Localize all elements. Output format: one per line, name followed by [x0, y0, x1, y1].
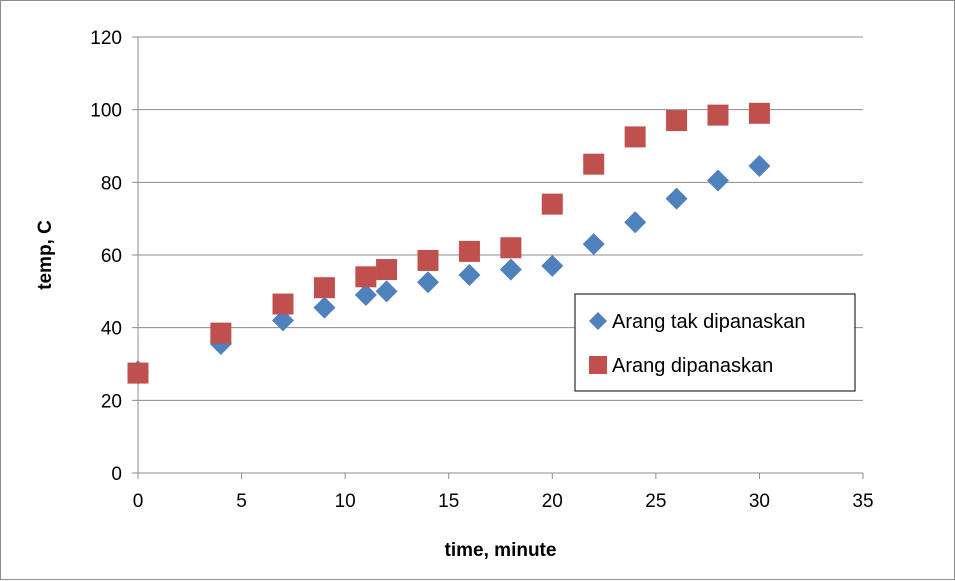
- legend-box: [574, 293, 856, 392]
- x-tick-label: 35: [852, 491, 873, 512]
- legend-label: Arang dipanaskan: [612, 355, 773, 377]
- x-tick-label: 5: [236, 491, 247, 512]
- data-point: [417, 249, 439, 271]
- y-tick-label: 40: [101, 319, 122, 340]
- y-tick-label: 120: [90, 28, 122, 49]
- data-point: [354, 283, 377, 306]
- x-tick-label: 30: [749, 491, 770, 512]
- x-tick-label: 0: [133, 491, 144, 512]
- data-point: [748, 102, 770, 124]
- data-point: [272, 309, 294, 332]
- x-tick-label: 20: [542, 491, 563, 512]
- data-point: [665, 187, 688, 210]
- y-tick-label: 0: [111, 464, 122, 485]
- y-tick-label: 20: [101, 391, 122, 412]
- series-arang-dipanaskan: [127, 102, 770, 384]
- data-point: [624, 211, 647, 234]
- legend-marker: [589, 312, 607, 330]
- data-point: [355, 266, 377, 288]
- data-points: [127, 102, 771, 384]
- y-axis-title: temp, C: [35, 220, 56, 290]
- axes: [132, 36, 864, 479]
- data-point: [541, 193, 563, 215]
- data-point: [375, 280, 398, 303]
- legend-label: Arang tak dipanaskan: [612, 311, 805, 333]
- data-point: [499, 258, 522, 281]
- data-point: [500, 237, 522, 259]
- data-point: [707, 169, 729, 192]
- legend-marker: [589, 356, 607, 374]
- data-point: [582, 233, 605, 256]
- data-point: [666, 110, 688, 132]
- data-point: [272, 293, 294, 315]
- data-point: [624, 126, 646, 148]
- data-point: [417, 271, 439, 294]
- x-tick-labels: 0 5 10 15 20 25 30 35: [133, 491, 874, 512]
- x-tick-label: 15: [438, 491, 459, 512]
- x-axis-title: time, minute: [445, 540, 557, 561]
- y-tick-label: 60: [101, 246, 122, 267]
- data-point: [376, 259, 398, 281]
- x-tick-label: 10: [335, 491, 356, 512]
- data-point: [210, 322, 232, 344]
- data-point: [127, 362, 149, 384]
- data-point: [707, 104, 729, 126]
- y-tick-labels: 0 20 40 60 80 100 120: [90, 28, 122, 485]
- y-tick-label: 80: [101, 173, 122, 194]
- data-point: [748, 154, 771, 177]
- data-point: [313, 296, 336, 319]
- y-tick-label: 100: [90, 101, 122, 122]
- legend: Arang tak dipanaskan Arang dipanaskan: [574, 293, 856, 392]
- data-point: [313, 277, 335, 299]
- data-point: [458, 263, 481, 286]
- data-point: [541, 254, 564, 277]
- data-point: [583, 153, 605, 175]
- x-tick-label: 25: [645, 491, 666, 512]
- data-point: [458, 240, 480, 262]
